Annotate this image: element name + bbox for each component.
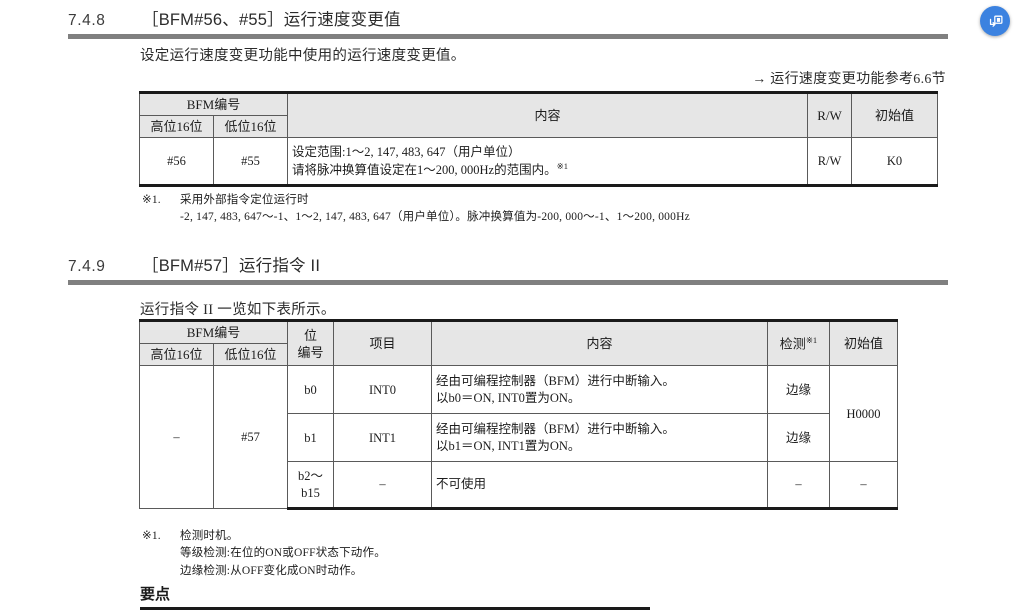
cell-high16: #56 <box>139 137 214 188</box>
th-initial-value: 初始值 <box>829 318 898 367</box>
footnote-line-2: 等级检测:在位的ON或OFF状态下动作。 <box>180 547 386 560</box>
keypoint-block: 要点 <box>140 583 650 610</box>
th-detect-text: 检测 <box>779 336 806 352</box>
table-row: – #57 b0 INT0 经由可编程控制器（BFM）进行中断输入。 以b0＝O… <box>139 365 898 509</box>
cell-item: INT1 <box>333 413 432 463</box>
keypoint-title: 要点 <box>140 586 171 603</box>
section-heading: 7.4.8 ［BFM#56、#55］运行速度变更值 <box>68 6 948 30</box>
cell-initial-value: H0000 <box>829 365 898 463</box>
footnote-line-1: 检测时机。 <box>180 530 239 542</box>
cell-item: – <box>333 461 432 510</box>
section-number: 7.4.9 <box>68 258 106 275</box>
table-row: b1 INT1 经由可编程控制器（BFM）进行中断输入。 以b1＝ON, INT… <box>140 413 898 463</box>
section-rule <box>68 280 948 285</box>
th-initial-value: 初始值 <box>851 90 938 139</box>
table-bfm56-55: BFM编号 内容 R/W 初始值 高位16位 低位16位 #56 #55 设定范… <box>139 90 938 188</box>
table-bfm57: BFM编号 位 编号 项目 内容 检测※1 初始值 高位16位 低位16位 – … <box>139 318 898 510</box>
footnote-line-1: 采用外部指令定位运行时 <box>180 194 309 206</box>
save-to-window-icon[interactable] <box>980 6 1010 36</box>
th-rw: R/W <box>807 90 852 139</box>
section-title: ［BFM#56、#55］运行速度变更值 <box>142 11 401 29</box>
cell-content: 设定范围:1～2, 147, 483, 647（用户单位） 请将脉冲换算值设定在… <box>287 137 808 188</box>
cell-content: 经由可编程控制器（BFM）进行中断输入。 以b0＝ON, INT0置为ON。 <box>431 365 768 415</box>
cell-low16: #57 <box>213 365 288 509</box>
section-intro-749: 运行指令 II 一览如下表所示。 <box>140 302 336 318</box>
th-high-16bit: 高位16位 <box>139 115 214 139</box>
footnote-marker: ※1 <box>556 160 568 171</box>
content-line-1: 设定范围:1～2, 147, 483, 647（用户单位） <box>292 145 521 160</box>
section-rule <box>68 34 948 39</box>
th-low-16bit: 低位16位 <box>213 115 288 139</box>
cell-bit-number: b1 <box>287 413 334 463</box>
cell-initial-value: K0 <box>851 137 938 188</box>
cell-item: INT0 <box>333 365 432 415</box>
footnote-marker: ※1 <box>805 334 818 345</box>
table-row: b2～ b15 – 不可使用 – – <box>140 461 898 510</box>
footnote-mark: ※1. <box>142 530 161 542</box>
th-item: 项目 <box>333 318 432 367</box>
cell-detect: 边缘 <box>767 365 830 415</box>
th-high-16bit: 高位16位 <box>139 343 214 367</box>
footnote-table2: ※1. 检测时机。 等级检测:在位的ON或OFF状态下动作。 边缘检测:从OFF… <box>142 528 386 580</box>
content-line-2-text: 请将脉冲换算值设定在1～200, 000Hz的范围内。 <box>292 162 557 177</box>
cell-content: 不可使用 <box>431 461 768 510</box>
th-content: 内容 <box>431 318 768 367</box>
th-bit-number: 位 编号 <box>287 318 334 367</box>
cell-low16: #55 <box>213 137 288 188</box>
th-bfm-group: BFM编号 <box>139 90 288 117</box>
section-heading: 7.4.9 ［BFM#57］运行指令 II <box>68 252 948 276</box>
cell-bit-number: b0 <box>287 365 334 415</box>
cross-reference-748[interactable]: → 运行速度变更功能参考6.6节 <box>752 72 946 87</box>
cell-detect: – <box>767 461 830 510</box>
footnote-mark: ※1. <box>142 194 161 206</box>
th-low-16bit: 低位16位 <box>213 343 288 367</box>
cell-detect: 边缘 <box>767 413 830 463</box>
table-row: #56 #55 设定范围:1～2, 147, 483, 647（用户单位） 请将… <box>139 137 938 188</box>
th-detect: 检测※1 <box>767 318 830 367</box>
section-number: 7.4.8 <box>68 12 106 29</box>
section-7-4-8: 7.4.8 ［BFM#56、#55］运行速度变更值 <box>68 6 948 39</box>
cell-high16: – <box>139 365 214 509</box>
content-line-2: 请将脉冲换算值设定在1～200, 000Hz的范围内。※1 <box>292 161 803 179</box>
footnote-line-2: -2, 147, 483, 647～-1、1～2, 147, 483, 647（… <box>180 211 690 224</box>
th-bfm-group: BFM编号 <box>139 318 288 345</box>
cell-bit-number: b2～ b15 <box>287 461 334 510</box>
cell-initial-value: – <box>829 461 898 510</box>
th-content: 内容 <box>287 90 808 139</box>
section-title: ［BFM#57］运行指令 II <box>142 257 321 275</box>
keypoint-rule <box>140 607 650 610</box>
footnote-table1: ※1. 采用外部指令定位运行时 -2, 147, 483, 647～-1、1～2… <box>142 192 690 227</box>
section-intro-748: 设定运行速度变更功能中使用的运行速度变更值。 <box>140 48 466 64</box>
footnote-line-3: 边缘检测:从OFF变化成ON时动作。 <box>180 564 363 577</box>
cell-rw: R/W <box>807 137 852 188</box>
cell-content: 经由可编程控制器（BFM）进行中断输入。 以b1＝ON, INT1置为ON。 <box>431 413 768 463</box>
section-7-4-9: 7.4.9 ［BFM#57］运行指令 II <box>68 252 948 285</box>
